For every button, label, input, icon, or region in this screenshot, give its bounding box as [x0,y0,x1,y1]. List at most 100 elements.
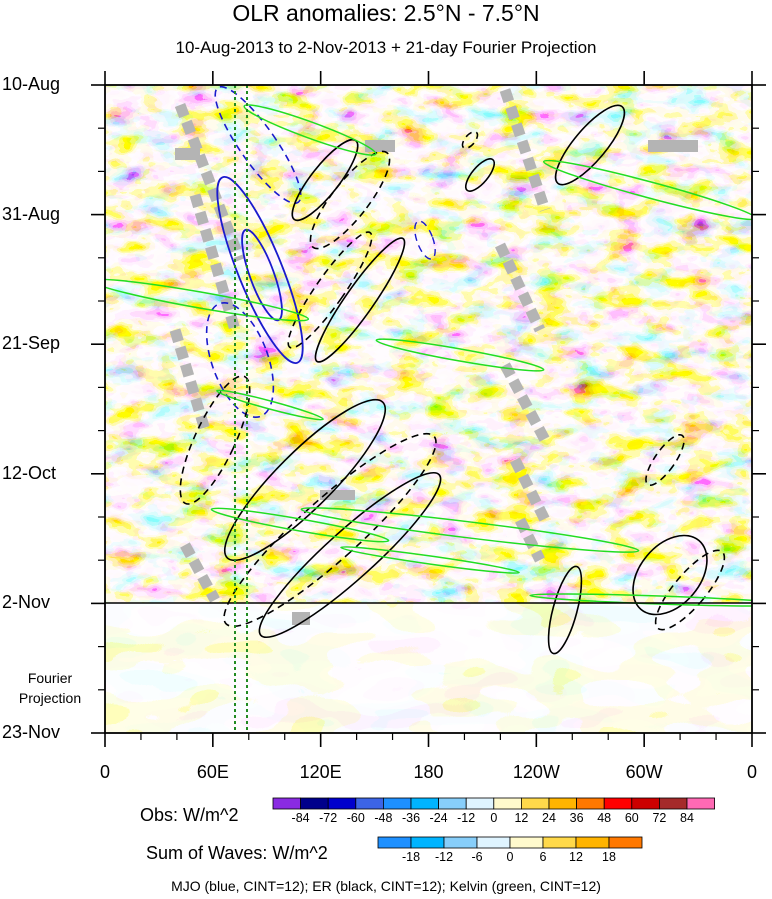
er-contour [547,565,583,655]
missing-data-stripe [499,88,551,212]
mjo-contour [414,220,436,260]
waves-colorbar [377,836,643,849]
missing-data-stripe [500,362,550,443]
x-tick-label: 60W [625,762,663,782]
kelvin-contour [529,593,752,607]
colorbar-swatch [548,797,578,810]
kelvin-contour [375,338,545,372]
mjo-contour [214,85,302,205]
kelvin-contour [105,278,310,322]
colorbar-swatch [377,836,412,849]
colorbar-swatch [521,797,550,810]
missing-data-patch [175,148,200,160]
kelvin-contour [210,507,390,543]
x-tick-label: 120W [512,762,560,782]
y-tick-label: 21-Sep [2,333,61,354]
colorbar-swatch [631,797,660,810]
waves-colorbar-title: Sum of Waves: W/m^2 [146,843,328,863]
colorbar-level-label: -6 [471,850,483,864]
er-contour [461,130,479,150]
colorbar-level-label: 0 [506,850,514,864]
colorbar-level-label: 36 [569,811,584,825]
missing-data-stripe [510,457,550,523]
colorbar-level-label: 12 [569,850,583,864]
contour-legend: MJO (blue, CINT=12); ER (black, CINT=12)… [171,878,601,894]
missing-data-stripe [495,242,545,333]
missing-data-stripe [515,517,545,563]
colorbar-level-label: 6 [539,850,547,864]
mjo-contour [205,302,275,418]
er-contour [554,104,626,186]
er-contour [314,237,406,363]
colorbar-swatch [686,797,716,810]
colorbar-level-label: -72 [319,811,338,825]
colorbar-swatch [575,836,610,849]
colorbar-level-label: -12 [457,811,476,825]
missing-data-stripe [180,542,220,603]
colorbar-swatch [300,797,329,810]
colorbar-swatch [272,797,302,810]
colorbar-level-label: 72 [652,811,667,825]
colorbar-level-label: 0 [490,811,498,825]
kelvin-contour [216,389,324,421]
projection-label-line-2: Projection [18,690,82,706]
missing-data-patch [648,140,698,152]
er-contour [179,375,251,505]
colorbar-level-label: 84 [680,811,694,825]
er-contour [464,158,496,192]
missing-data-stripe [189,193,241,332]
obs-colorbar-title: Obs: W/m^2 [140,805,239,825]
colorbar-swatch [476,836,511,849]
y-tick-label: 10-Aug [2,74,61,94]
chart-title: OLR anomalies: 2.5°N - 7.5°N [232,0,540,26]
projection-label-line-1: Fourier [27,670,73,686]
missing-data-patch [292,612,310,625]
fourier-projection-label: Fourier Projection [10,668,90,708]
colorbar-swatch [509,836,544,849]
missing-data-patch [320,490,355,500]
x-tick-label: 0 [99,762,110,782]
mjo-contour [216,176,304,364]
colorbar-level-label: -60 [346,811,365,825]
axis-ticks [91,71,766,747]
kelvin-contour [542,159,752,221]
colorbar-swatch [542,836,577,849]
chart-subtitle: 10-Aug-2013 to 2-Nov-2013 + 21-day Fouri… [175,38,597,57]
colorbar-level-label: -24 [429,811,448,825]
colorbar-level-label: 24 [542,811,556,825]
colorbar-level-label: -36 [401,811,421,825]
colorbar-swatch [382,797,412,810]
y-tick-label: 12-Oct [2,462,57,483]
colorbar-swatch [355,797,384,810]
colorbar-swatch [608,836,643,849]
kelvin-contour [340,546,520,574]
colorbar-swatch [493,797,522,810]
colorbar-swatch [410,797,440,810]
er-contour [632,534,708,616]
colorbar-level-label: 60 [624,811,639,825]
er-contour [223,432,437,628]
colorbar-level-label: -84 [291,811,310,825]
colorbar-level-label: 12 [514,811,529,825]
colorbar-swatch [659,797,688,810]
y-tick-label: 23-Nov [2,722,61,742]
er-contour [645,433,685,487]
colorbar-level-label: -12 [434,850,454,864]
x-tick-label: 60E [196,762,229,782]
x-tick-label: 120E [299,762,342,782]
colorbar-swatch [327,797,357,810]
missing-data-stripes [169,88,698,625]
colorbar-swatch [603,797,633,810]
x-tick-label: 0 [746,762,757,782]
colorbar-level-label: -18 [401,850,421,864]
projected-olr-field [105,603,752,733]
er-contour [223,398,387,562]
missing-data-patch [365,140,395,152]
er-contour [287,231,373,349]
colorbar-swatch [443,836,478,849]
y-tick-label: 2-Nov [2,592,51,613]
obs-colorbar [272,797,716,810]
x-tick-label: 180 [413,762,444,782]
er-contour [309,150,391,250]
